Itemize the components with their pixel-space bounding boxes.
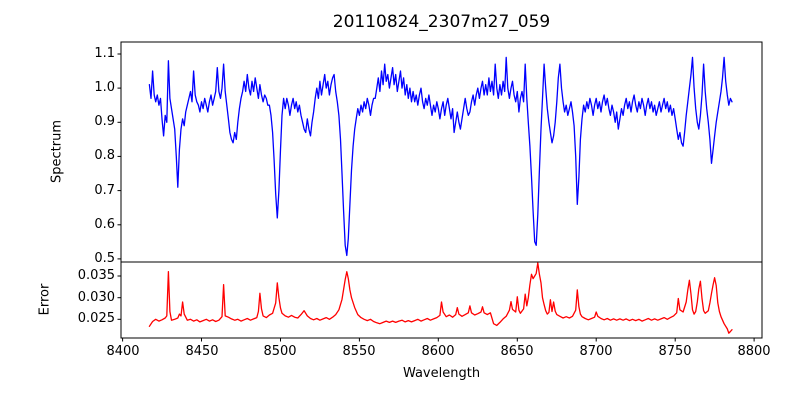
x-tick-label: 8700 (579, 344, 613, 359)
chart-title: 20110824_2307m27_059 (332, 12, 551, 32)
x-axis-label: Wavelength (402, 366, 481, 381)
spectrum-y-tick-label: 1.0 (94, 80, 115, 95)
series-lines (148, 56, 733, 334)
error-line (148, 262, 733, 334)
error-y-tick-label: 0.030 (77, 290, 115, 305)
error-y-tick-label: 0.025 (77, 311, 115, 326)
spectrum-line (148, 56, 733, 257)
x-tick-label: 8650 (500, 344, 534, 359)
spectrum-y-tick-label: 0.8 (94, 148, 115, 163)
spectrum-y-tick-label: 0.7 (94, 183, 115, 198)
error-y-tick-label: 0.035 (77, 268, 115, 283)
error-axes-frame (120, 261, 763, 339)
x-tick-label: 8500 (263, 344, 297, 359)
x-tick-label: 8400 (106, 344, 140, 359)
spectrum-y-tick-label: 0.9 (94, 114, 115, 129)
x-tick-label: 8450 (185, 344, 219, 359)
y-axis-label-error: Error (37, 283, 53, 316)
spectrum-y-tick-label: 0.5 (94, 251, 115, 266)
tick-marks (117, 53, 755, 342)
x-tick-label: 8750 (658, 344, 692, 359)
spectrum-y-tick-label: 0.6 (94, 217, 115, 232)
x-tick-label: 8550 (342, 344, 376, 359)
x-tick-label: 8800 (737, 344, 771, 359)
spectrum-y-tick-label: 1.1 (94, 46, 115, 61)
x-tick-label: 8600 (421, 344, 455, 359)
